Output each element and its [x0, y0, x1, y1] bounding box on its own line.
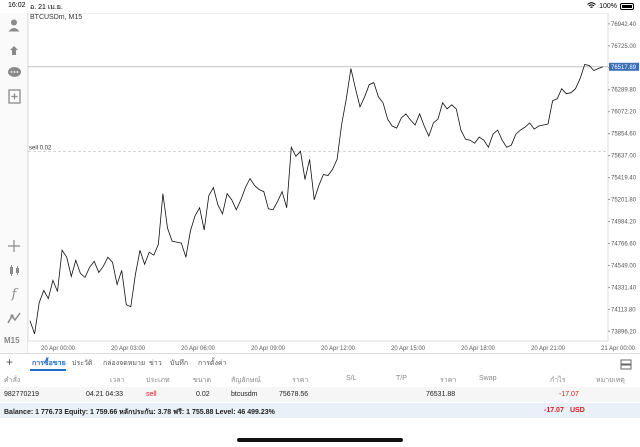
- row-profit: -17.07: [559, 391, 579, 398]
- time-tick-label: 20 Apr 00:00: [41, 346, 76, 352]
- chart-grid: [27, 12, 609, 342]
- col-swap: Swap: [479, 375, 497, 382]
- chart-canvas[interactable]: 76942.4076725.0076507.6076289.8076072.20…: [27, 12, 640, 353]
- col-time: เวลา: [110, 377, 125, 384]
- tab-news[interactable]: ข่าว: [149, 360, 162, 367]
- price-tick-label: 73896.20: [611, 329, 637, 335]
- home-indicator[interactable]: [237, 438, 403, 442]
- profit-currency: USD: [570, 407, 585, 414]
- time-tick-label: 20 Apr 21:00: [531, 346, 566, 352]
- plot-frame: [27, 12, 609, 342]
- price-tick-label: 75201.80: [611, 198, 637, 204]
- new-order-icon[interactable]: [5, 87, 23, 105]
- trade-icon[interactable]: [5, 40, 23, 58]
- time-tick-label: 20 Apr 12:00: [321, 346, 356, 352]
- trade-table-header: คำสั่ง เวลา ประเภท ขนาด สัญลักษณ์ ราคา S…: [0, 371, 640, 387]
- active-tab-indicator: [30, 369, 66, 371]
- table-row[interactable]: 982770219 04.21 04:33 sell 0.02 btcusdm …: [0, 387, 640, 402]
- price-tick-label: 74766.60: [611, 241, 637, 247]
- add-icon[interactable]: +: [6, 355, 14, 369]
- col-current-price: ราคา: [440, 377, 457, 384]
- price-tick-label: 76942.40: [611, 22, 637, 28]
- timeframe-button[interactable]: M15: [4, 336, 20, 345]
- tab-trade[interactable]: การซื้อขาย: [32, 360, 66, 367]
- tab-history[interactable]: ประวัติ: [72, 360, 93, 367]
- indicators-icon[interactable]: f: [11, 286, 17, 302]
- time-axis: 20 Apr 00:00 20 Apr 03:00 20 Apr 06:00 20 A…: [41, 346, 636, 352]
- account-summary-text: Balance: 1 776.73 Equity: 1 759.66 หลักป…: [4, 409, 275, 416]
- tab-settings[interactable]: การตั้งค่า: [198, 360, 227, 367]
- row-type: sell: [146, 391, 157, 398]
- left-toolbar: f M15: [0, 13, 28, 353]
- row-volume: 0.02: [196, 391, 210, 398]
- status-bar: 16:02 อ. 21 เม.ย. 100%: [0, 0, 640, 13]
- price-tick-label: 74549.00: [611, 263, 637, 269]
- status-date: อ. 21 เม.ย.: [30, 4, 63, 11]
- row-time: 04.21 04:33: [86, 391, 123, 398]
- row-symbol: btcusdm: [231, 391, 258, 398]
- toolbox-tabs: + การซื้อขาย ประวัติ กล่องจดหมาย ข่าว บั…: [0, 353, 640, 371]
- price-tick-label: 75637.00: [611, 154, 637, 160]
- col-type: ประเภท: [146, 377, 170, 384]
- row-open-price: 75678.56: [279, 391, 309, 398]
- objects-icon[interactable]: [5, 309, 23, 327]
- chart-symbol-title: BTCUSDm, M15: [30, 14, 83, 21]
- time-tick-label: 20 Apr 06:00: [181, 346, 216, 352]
- time-tick-label: 20 Apr 15:00: [391, 346, 426, 352]
- price-tick-label: 74331.40: [611, 285, 637, 291]
- panel-toggle-icon[interactable]: [620, 357, 632, 375]
- col-volume: ขนาด: [193, 377, 212, 384]
- col-profit: กำไร: [550, 377, 566, 384]
- price-tick-label: 75419.40: [611, 176, 637, 182]
- chat-icon[interactable]: [5, 64, 23, 82]
- col-comment: หมายเหตุ: [596, 377, 625, 384]
- tab-journal[interactable]: บันทึก: [170, 360, 189, 367]
- total-profit: -17.07: [544, 407, 564, 414]
- candlestick-icon[interactable]: [5, 261, 23, 279]
- row-current-price: 76531.88: [426, 391, 456, 398]
- time-tick-label: 21 Apr 00:00: [601, 346, 636, 352]
- price-tick-label: 76725.00: [611, 44, 637, 50]
- status-time: 16:02: [8, 2, 26, 9]
- col-tp: T/P: [396, 375, 407, 382]
- account-icon[interactable]: [5, 16, 23, 34]
- price-tick-label: 75854.60: [611, 132, 637, 138]
- price-tick-label: 74113.80: [611, 307, 636, 313]
- tab-mailbox[interactable]: กล่องจดหมาย: [103, 360, 146, 367]
- current-price-value: 76517.89: [611, 65, 637, 71]
- crosshair-icon[interactable]: [5, 237, 23, 255]
- price-tick-label: 74984.20: [611, 219, 637, 225]
- col-sl: S/L: [346, 375, 357, 382]
- current-price-tag: [609, 62, 639, 71]
- row-order: 982770219: [4, 391, 40, 398]
- status-right: 100%: [587, 2, 634, 11]
- time-tick-label: 20 Apr 03:00: [111, 346, 146, 352]
- price-tick-label: 76289.80: [611, 88, 637, 94]
- time-tick-label: 20 Apr 18:00: [461, 346, 496, 352]
- wifi-icon: [587, 2, 596, 11]
- battery-percent: 100%: [599, 3, 617, 10]
- price-chart[interactable]: 76942.4076725.0076507.6076289.8076072.20…: [27, 12, 640, 353]
- sell-order-label: sell 0.02: [29, 145, 52, 151]
- time-tick-label: 20 Apr 09:00: [251, 346, 286, 352]
- price-series-line: [29, 64, 604, 335]
- col-order: คำสั่ง: [4, 377, 21, 384]
- col-symbol: สัญลักษณ์: [231, 377, 261, 384]
- price-tick-label: 76072.20: [611, 110, 637, 116]
- col-price: ราคา: [292, 377, 309, 384]
- account-summary-bar: Balance: 1 776.73 Equity: 1 759.66 หลักป…: [0, 403, 640, 418]
- battery-icon: [620, 3, 634, 10]
